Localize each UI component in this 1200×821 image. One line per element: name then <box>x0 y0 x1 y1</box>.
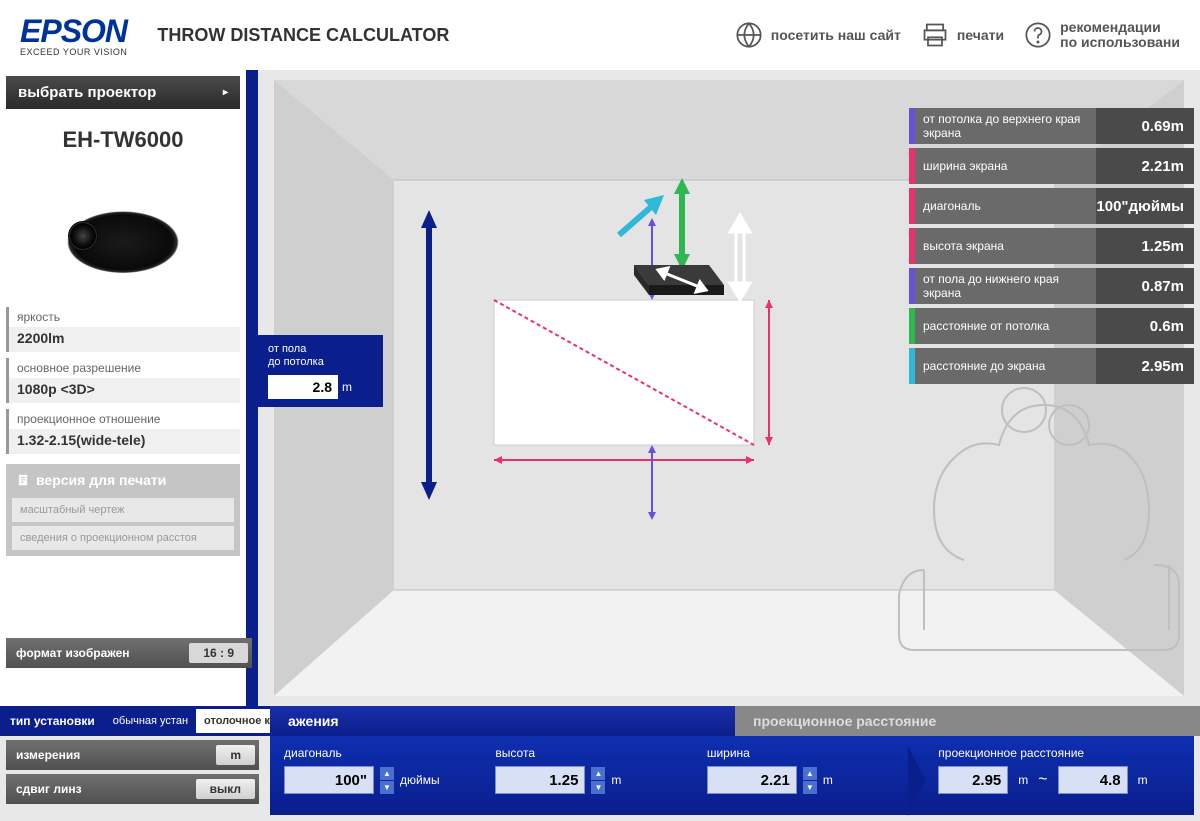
tab-dimensions[interactable]: ажения <box>270 706 735 736</box>
logo: EPSON EXCEED YOUR VISION <box>20 13 127 57</box>
width-spinner[interactable]: ▲▼ <box>803 767 817 794</box>
printer-icon <box>921 21 949 49</box>
spec-0: яркость2200lm <box>6 307 240 352</box>
diagonal-input[interactable] <box>284 766 374 794</box>
height-field: высота ▲▼ m <box>495 746 696 805</box>
logo-text: EPSON <box>20 13 127 50</box>
model-name: EH-TW6000 <box>0 115 246 161</box>
sidebar: выбрать проектор ▸ EH-TW6000 яркость2200… <box>0 70 258 706</box>
floor-height-field[interactable] <box>268 375 338 399</box>
help-link[interactable]: рекомендации по использовани <box>1024 20 1180 51</box>
width-input[interactable] <box>707 766 797 794</box>
floor-ceiling-input: от поладо потолка m <box>258 335 383 407</box>
tab-projection-distance[interactable]: проекционное расстояние <box>735 706 1200 736</box>
format-option[interactable]: формат изображен 16 : 9 <box>6 638 252 668</box>
visit-site-link[interactable]: посетить наш сайт <box>735 21 901 49</box>
measurement-row: расстояние от потолка0.6m <box>909 308 1194 344</box>
print-header: версия для печати <box>12 470 234 494</box>
left-options: измерения m сдвиг линз выкл <box>0 736 265 821</box>
spec-2: проекционное отношение1.32-2.15(wide-tel… <box>6 409 240 454</box>
dimensions-panel: диагональ ▲▼ дюймы высота ▲▼ m ширина ▲▼… <box>270 736 1194 815</box>
height-spinner[interactable]: ▲▼ <box>591 767 605 794</box>
proj-max-input[interactable] <box>1058 766 1128 794</box>
chevron-right-icon: ▸ <box>223 87 228 98</box>
diagonal-spinner[interactable]: ▲▼ <box>380 767 394 794</box>
print-section: версия для печати масштабный чертеж свед… <box>6 464 240 556</box>
width-field: ширина ▲▼ m <box>707 746 908 805</box>
measurement-row: от пола до нижнего края экрана0.87m <box>909 268 1194 304</box>
spec-1: основное разрешение1080p <3D> <box>6 358 240 403</box>
measurement-row: диагональ100"дюймы <box>909 188 1194 224</box>
projector-selector[interactable]: выбрать проектор ▸ <box>6 76 240 109</box>
help-icon <box>1024 21 1052 49</box>
main-area: выбрать проектор ▸ EH-TW6000 яркость2200… <box>0 70 1200 706</box>
option-rows: формат изображен 16 : 9 <box>0 634 258 672</box>
globe-icon <box>735 21 763 49</box>
proj-min-input[interactable] <box>938 766 1008 794</box>
measurement-row: расстояние до экрана2.95m <box>909 348 1194 384</box>
app-title: THROW DISTANCE CALCULATOR <box>157 25 449 46</box>
measurements-panel: от потолка до верхнего края экрана0.69m ш… <box>909 108 1194 384</box>
projector-image <box>18 161 228 301</box>
visualization[interactable]: от поладо потолка m от потолка до верхне… <box>258 70 1200 706</box>
height-input[interactable] <box>495 766 585 794</box>
dimension-tabs: ажения проекционное расстояние <box>270 706 1200 736</box>
units-option[interactable]: измерения m <box>6 740 259 770</box>
document-icon <box>16 473 30 487</box>
print-link[interactable]: печати <box>921 21 1004 49</box>
measurement-row: высота экрана1.25m <box>909 228 1194 264</box>
measurement-row: ширина экрана2.21m <box>909 148 1194 184</box>
lens-shift-option[interactable]: сдвиг линз выкл <box>6 774 259 804</box>
install-normal-tab[interactable]: обычная устан <box>105 709 196 733</box>
projection-distance-field: проекционное расстояние m ~ m <box>918 746 1180 805</box>
header: EPSON EXCEED YOUR VISION THROW DISTANCE … <box>0 0 1200 70</box>
print-distance-button[interactable]: сведения о проекционном расстоя <box>12 526 234 550</box>
bottom-panel: формат изображен 16 : 9 тип установки об… <box>0 706 1200 821</box>
print-drawing-button[interactable]: масштабный чертеж <box>12 498 234 522</box>
header-links: посетить наш сайт печати рекомендации по… <box>735 20 1180 51</box>
diagonal-field: диагональ ▲▼ дюймы <box>284 746 485 805</box>
logo-tagline: EXCEED YOUR VISION <box>20 47 127 57</box>
measurement-row: от потолка до верхнего края экрана0.69m <box>909 108 1194 144</box>
